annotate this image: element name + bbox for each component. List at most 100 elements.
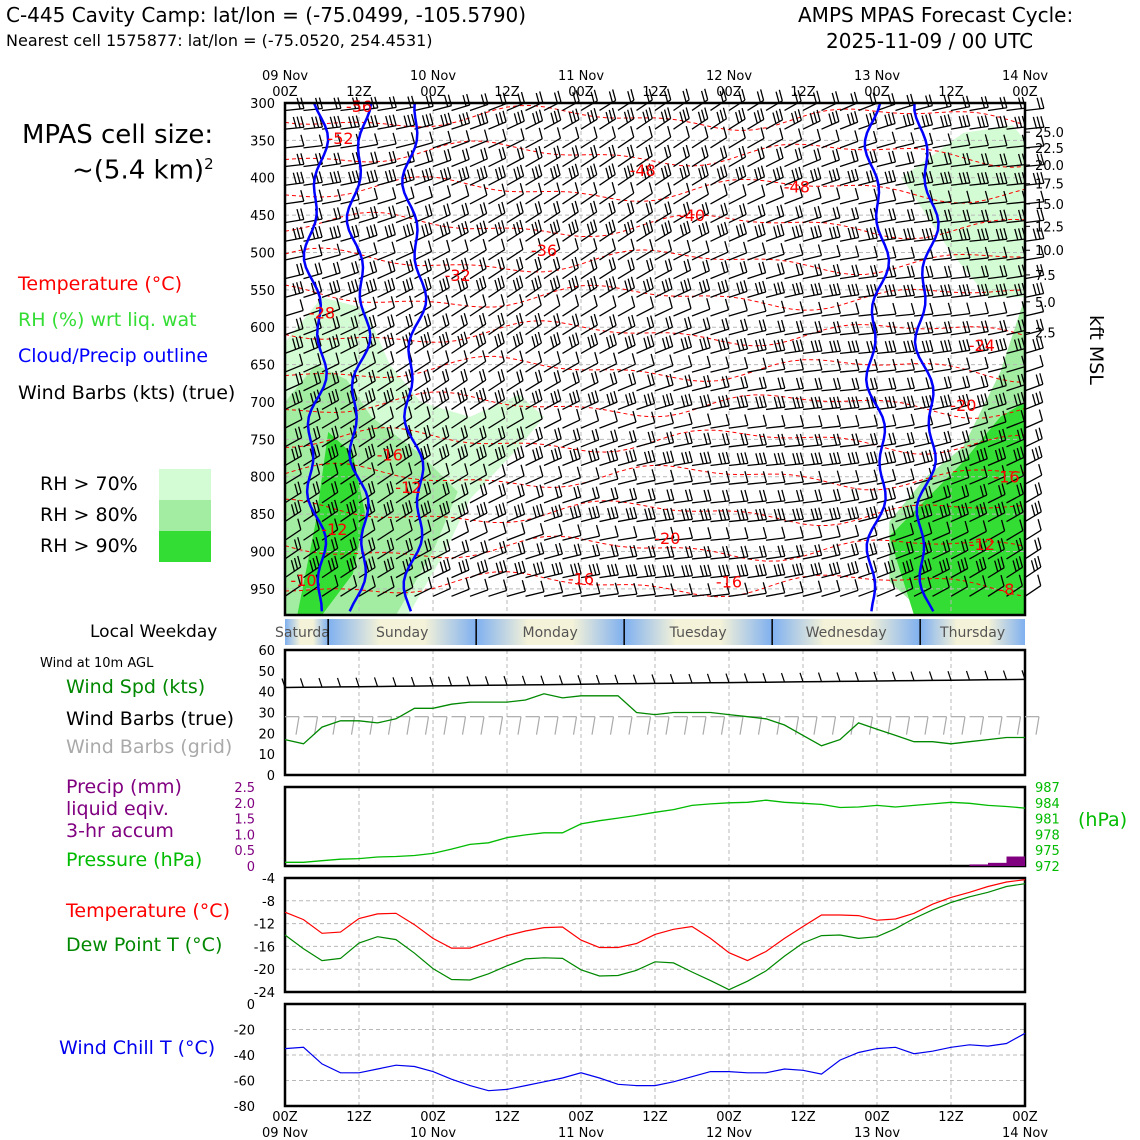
wind-barb xyxy=(895,522,915,541)
wind-barb-staff xyxy=(636,536,656,541)
wind-barb xyxy=(469,275,487,298)
wind-barb-flag xyxy=(428,149,434,161)
wind-barb-flag xyxy=(445,500,451,513)
wind-barb xyxy=(395,538,413,560)
wind-barb-flag xyxy=(721,395,727,407)
wind-barb-flag xyxy=(587,112,592,124)
wind-barb xyxy=(377,132,397,149)
wind-barb xyxy=(747,300,767,317)
wind-barb xyxy=(543,427,562,448)
wind-barb-staff xyxy=(876,256,896,261)
wind-barb-flag xyxy=(964,557,969,569)
wind-barb-flag xyxy=(461,204,466,216)
wind-barb-staff xyxy=(987,107,1007,112)
wind-barb-flag xyxy=(818,415,823,427)
wind-barb xyxy=(284,500,302,523)
wind-barb-flag xyxy=(720,223,725,235)
wind-barb-staff xyxy=(876,588,895,597)
wind-barb-staff xyxy=(895,104,914,112)
wind-barb xyxy=(691,88,709,112)
wind-barb-flag xyxy=(850,169,856,182)
wind-barb-staff xyxy=(340,162,360,168)
wind-barb-staff xyxy=(358,362,376,373)
wind-barb xyxy=(747,261,767,280)
wind-barb-flag xyxy=(651,488,656,500)
wind-barb-flag xyxy=(817,225,822,237)
wind-barb-flag xyxy=(1013,339,1019,351)
wind-barb-flag xyxy=(980,339,986,351)
wind-barb-flag xyxy=(588,507,593,519)
wind-barb-staff xyxy=(839,140,859,149)
wind-barb xyxy=(691,183,710,205)
wind-barb-staff xyxy=(987,585,1005,597)
wind-barb-flag xyxy=(445,481,450,494)
wind-barb-flag xyxy=(409,259,414,271)
wind-barb-flag xyxy=(608,165,613,177)
wind-barb-flag xyxy=(976,395,982,407)
wind-barb-flag xyxy=(780,281,786,293)
wind-barb-staff xyxy=(987,330,1007,336)
wind-barb-flag xyxy=(921,506,926,518)
wind-barb-staff xyxy=(414,196,433,205)
wind-barb-flag xyxy=(777,564,782,576)
wind-barb-flag xyxy=(351,280,356,292)
wind-barb xyxy=(765,526,786,541)
wind-barb-flag xyxy=(1003,283,1008,295)
wind-barb-staff xyxy=(432,416,450,429)
wind-barb xyxy=(950,393,971,411)
wind-barb-flag xyxy=(293,539,299,551)
wind-barb-staff xyxy=(895,161,915,168)
wind-barb-flag xyxy=(334,481,339,493)
wind-barb xyxy=(525,369,543,392)
wind-barb-flag xyxy=(439,504,444,517)
wind-barb-flag xyxy=(979,485,984,497)
wind-barb-flag xyxy=(958,395,963,407)
wind-barb xyxy=(858,487,878,504)
wind-barb xyxy=(969,283,989,298)
wind-barb-flag xyxy=(929,227,934,240)
wind-barb-staff xyxy=(765,573,785,579)
wind-barb-flag xyxy=(942,559,947,571)
wind-barb-flag xyxy=(1032,172,1037,185)
wind-barb-flag xyxy=(537,256,542,269)
wind-barb-flag xyxy=(667,201,672,213)
wind-barb-flag xyxy=(739,204,744,217)
wind-barb-staff xyxy=(858,275,878,280)
wind-barb-flag xyxy=(521,560,526,573)
wind-barb-staff xyxy=(858,406,878,411)
wind-barb xyxy=(728,145,747,168)
pressure-tick-label: 981 xyxy=(1035,813,1060,828)
wind-barb-flag xyxy=(334,555,339,568)
wind-barb-flag xyxy=(720,166,725,178)
wind-barb xyxy=(710,183,728,205)
wind-barb xyxy=(821,283,841,298)
wind-barb-flag xyxy=(632,430,637,442)
wind-barb-flag xyxy=(384,281,389,293)
wind-barb-staff xyxy=(950,367,970,373)
wind-barb xyxy=(340,170,360,186)
wind-barb-flag xyxy=(688,412,693,425)
wind-barb-flag xyxy=(369,261,374,274)
wind-barb-flag xyxy=(668,316,674,328)
wind-barb-staff xyxy=(784,254,803,261)
wind-barb xyxy=(636,392,656,411)
wind-barb-flag xyxy=(373,205,378,218)
wind-barb-flag xyxy=(576,485,582,498)
wind-barb xyxy=(543,182,561,205)
wind-barb-flag xyxy=(866,341,871,353)
wind-barb xyxy=(321,279,341,298)
wind-barb xyxy=(506,503,526,523)
wind-barb-staff xyxy=(691,443,711,448)
wind-barb-staff xyxy=(895,142,915,149)
wind-barb-flag xyxy=(814,377,819,390)
wind-barb-flag xyxy=(780,262,785,274)
wind-barb-flag xyxy=(460,333,465,346)
wind-barb-staff xyxy=(340,585,357,597)
wind-barb-staff xyxy=(303,272,322,280)
wind-barb-flag xyxy=(725,470,731,483)
wind-barb xyxy=(580,544,601,560)
wind-barb-flag xyxy=(349,483,354,495)
wind-barb-flag xyxy=(442,278,447,290)
wind-barb-flag xyxy=(463,425,469,437)
wind-barb xyxy=(617,107,635,130)
